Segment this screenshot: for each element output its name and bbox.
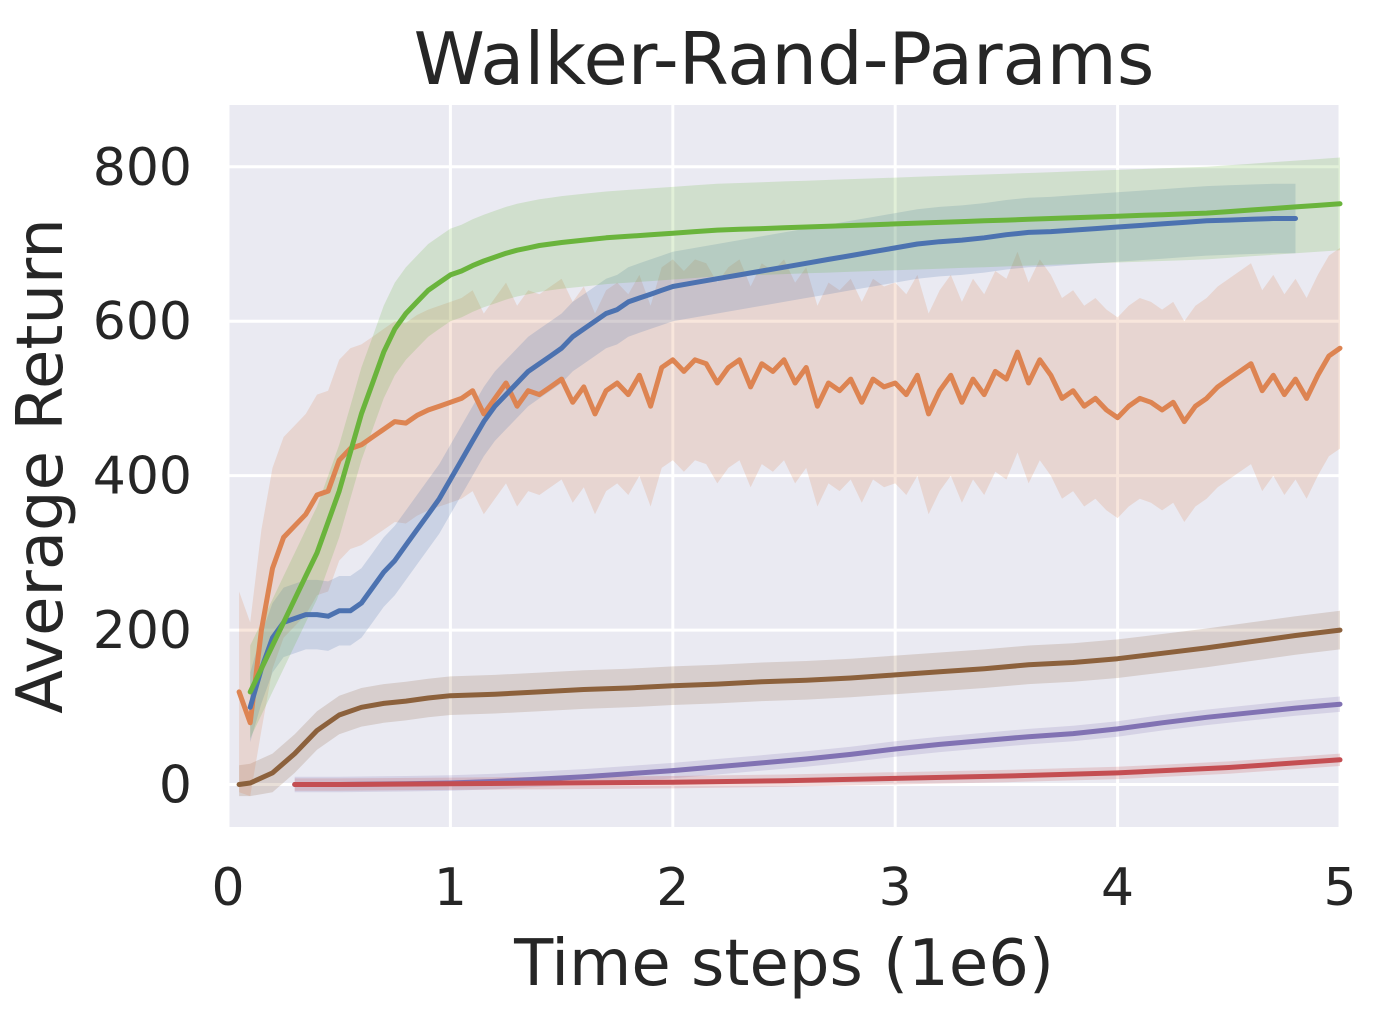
y-tick-label: 0 [159,756,192,816]
y-axis-label: Average Return [4,218,78,714]
series-lines [236,201,1343,787]
x-tick-label: 0 [211,858,244,918]
y-tick-label: 600 [93,292,192,352]
y-tick-labels: 0 200 400 600 800 [93,138,192,816]
y-tick-label: 400 [93,447,192,507]
y-tick-label: 800 [93,138,192,198]
series-0-line [236,627,1343,787]
y-tick-label: 200 [93,601,192,661]
chart-title: Walker-Rand-Params [414,17,1155,101]
x-tick-label: 4 [1101,858,1134,918]
series-0-band [239,610,1341,797]
x-tick-label: 1 [434,858,467,918]
x-axis-label: Time steps (1e6) [513,927,1054,1001]
x-tick-label: 5 [1323,858,1356,918]
grid [226,105,1342,827]
series-5-band [250,157,1341,739]
x-tick-label: 3 [879,858,912,918]
series-2-line [292,757,1343,787]
series-4-line [247,216,1298,710]
series-5-line [247,201,1343,695]
series-3-line [236,345,1343,726]
x-tick-label: 2 [656,858,689,918]
x-tick-labels: 0 1 2 3 4 5 [211,858,1356,918]
